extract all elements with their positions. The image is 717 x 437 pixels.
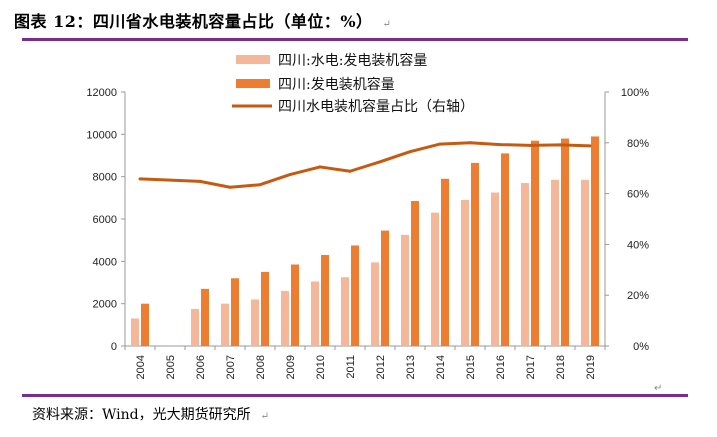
ratio-point [498, 143, 502, 147]
figure-title: 图表 12：四川省水电装机容量占比（单位：%） ↵ [14, 8, 391, 32]
hydro-capacity-bar [491, 192, 499, 346]
legend-label: 四川:发电装机容量 [278, 76, 395, 93]
left-tick-label: 10000 [86, 129, 117, 141]
ratio-point [468, 141, 472, 145]
source-divider [22, 394, 688, 397]
hydro-capacity-bar [341, 277, 349, 346]
total-capacity-bar [441, 178, 449, 346]
ratio-line [138, 141, 592, 189]
x-tick-label: 2009 [285, 355, 297, 379]
hydro-capacity-bar [401, 234, 409, 346]
total-capacity-bar [351, 245, 359, 346]
x-tick-label: 2005 [165, 355, 177, 379]
x-tick-label: 2007 [225, 355, 237, 379]
ratio-point [438, 142, 442, 146]
ratio-point [198, 179, 202, 183]
hydro-capacity-bar [581, 179, 589, 346]
ratio-point [558, 143, 562, 147]
hydro-capacity-bar [551, 179, 559, 346]
ratio-point [588, 144, 592, 148]
x-tick-label: 2010 [315, 355, 327, 379]
ratio-point [228, 185, 232, 189]
left-tick-label: 8000 [93, 172, 117, 184]
total-capacity-bar [381, 230, 389, 346]
ratio-point [408, 150, 412, 154]
ratio-point [258, 183, 262, 187]
x-tick-label: 2019 [585, 355, 597, 379]
hydro-capacity-bar [311, 281, 319, 346]
total-capacity-bar [561, 138, 569, 346]
ratio-line-path [139, 141, 591, 189]
total-capacity-bar [411, 201, 419, 346]
x-tick-label: 2004 [135, 355, 147, 379]
hydro-capacity-bar [461, 199, 469, 346]
hydro-capacity-bar [191, 308, 199, 346]
x-tick-label: 2011 [345, 355, 357, 379]
paragraph-mark-icon: ↵ [654, 383, 662, 394]
total-capacity-bar [501, 153, 509, 346]
x-tick-label: 2018 [555, 355, 567, 379]
ratio-point [288, 173, 292, 177]
left-tick-label: 4000 [93, 256, 117, 268]
paragraph-mark-icon: ↵ [260, 411, 269, 422]
title-divider [22, 38, 688, 41]
hydro-capacity-bar [521, 183, 529, 346]
bar-series [131, 136, 599, 346]
legend-swatch [236, 55, 270, 64]
ratio-point [348, 169, 352, 173]
ratio-point [528, 143, 532, 147]
ratio-point [318, 165, 322, 169]
right-tick-label: 40% [627, 239, 649, 251]
ratio-point [138, 177, 142, 181]
right-tick-label: 0% [633, 341, 649, 353]
hydro-capacity-bar [371, 262, 379, 346]
left-tick-label: 6000 [93, 214, 117, 226]
hydro-capacity-bar [131, 318, 139, 346]
left-tick-label: 0 [111, 341, 117, 353]
right-tick-label: 100% [621, 87, 649, 99]
total-capacity-bar [201, 288, 209, 346]
total-capacity-bar [261, 271, 269, 346]
x-tick-label: 2014 [435, 355, 447, 379]
hydro-capacity-bar [431, 212, 439, 346]
x-tick-label: 2017 [525, 355, 537, 379]
tick-labels: 0 2000 4000 6000 8000 10000 12000 0% 20% 40% 60% 80… [86, 87, 649, 379]
total-capacity-bar [291, 264, 299, 346]
hydro-capacity-bar [281, 290, 289, 346]
total-capacity-bar [531, 140, 539, 346]
left-tick-label: 2000 [93, 299, 117, 311]
paragraph-mark-icon: ↵ [382, 19, 392, 30]
x-tick-label: 2016 [495, 355, 507, 379]
x-tick-label: 2006 [195, 355, 207, 379]
figure-title-text: 图表 12：四川省水电装机容量占比（单位：%） [14, 12, 373, 31]
right-tick-label: 80% [627, 138, 649, 150]
total-capacity-bar [471, 162, 479, 346]
left-tick-label: 12000 [86, 87, 117, 99]
right-tick-label: 20% [627, 290, 649, 302]
x-tick-label: 2012 [375, 355, 387, 379]
legend-label: 四川水电装机容量占比（右轴） [278, 98, 474, 115]
legend-swatch [236, 79, 270, 88]
right-tick-label: 60% [627, 189, 649, 201]
ratio-point [378, 160, 382, 164]
total-capacity-bar [141, 303, 149, 346]
total-capacity-bar [231, 278, 239, 346]
hydro-capacity-bar [251, 299, 259, 346]
total-capacity-bar [591, 136, 599, 346]
source-text: 资料来源：Wind，光大期货研究所 [32, 407, 251, 423]
hydro-capacity-bar [221, 303, 229, 346]
source-note: 资料来源：Wind，光大期货研究所 ↵ [32, 404, 269, 424]
x-tick-label: 2013 [405, 355, 417, 379]
x-tick-label: 2008 [255, 355, 267, 379]
legend-label: 四川:水电:发电装机容量 [278, 52, 427, 69]
x-tick-label: 2015 [465, 355, 477, 379]
total-capacity-bar [321, 254, 329, 346]
